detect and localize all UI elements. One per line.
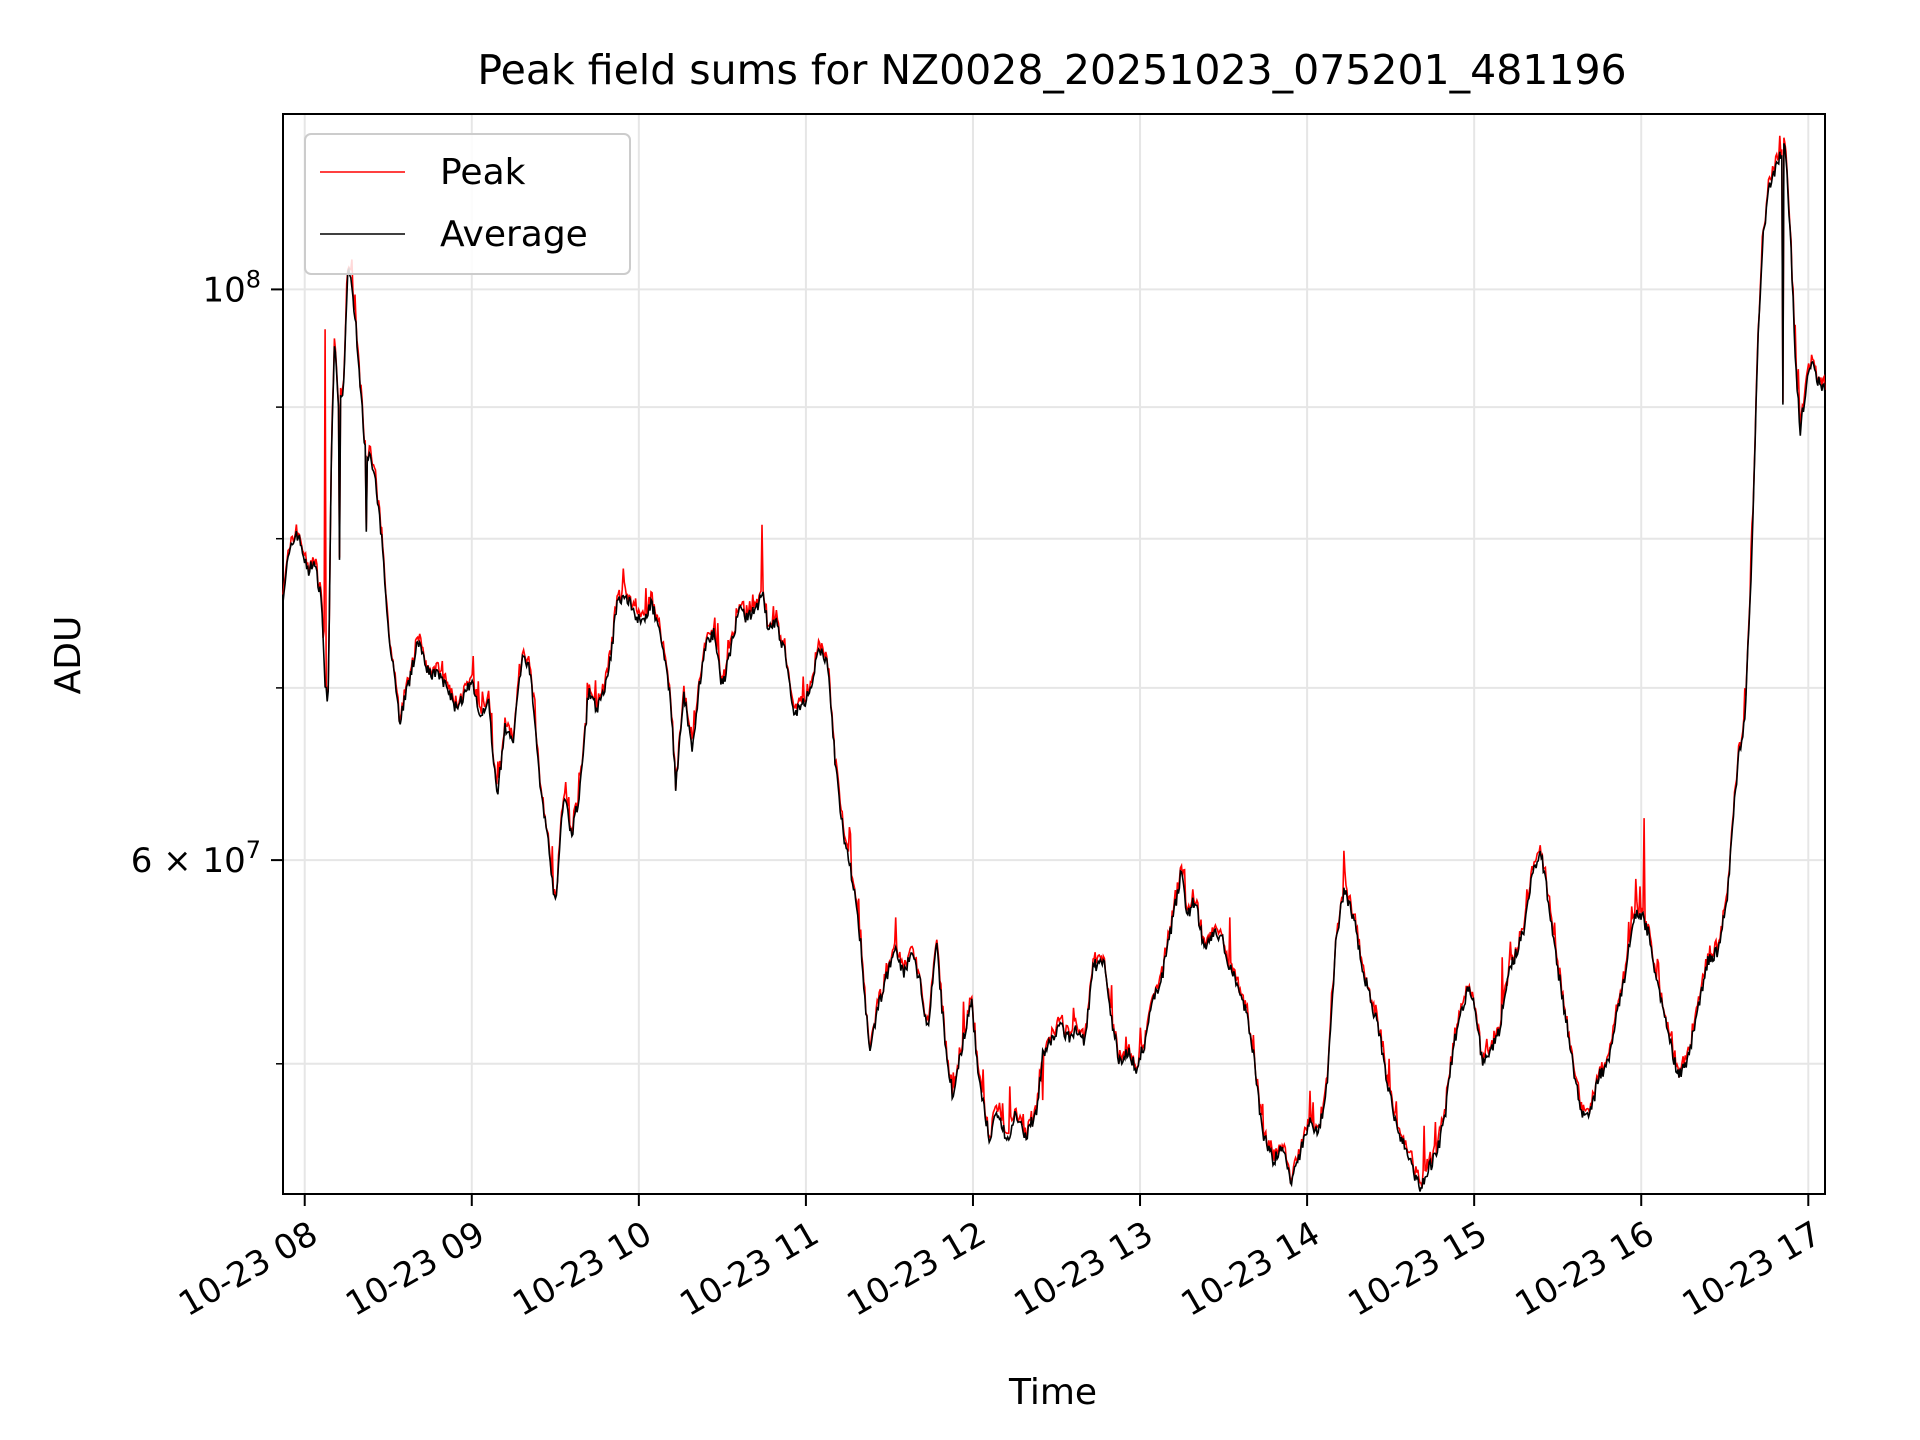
series-lines	[282, 135, 1826, 1192]
legend: Peak Average	[304, 133, 631, 275]
y-axis-label: ADU	[48, 616, 89, 695]
y-tick-base: 10	[202, 270, 245, 310]
y-tick-label: 108	[202, 265, 261, 310]
legend-box	[304, 133, 631, 275]
plot-area	[282, 113, 1826, 1195]
average-series-line	[282, 143, 1826, 1192]
y-tick-exponent: 7	[246, 836, 261, 864]
chart-title: Peak field sums for NZ0028_20251023_0752…	[477, 46, 1626, 94]
grid-lines	[283, 114, 1825, 1194]
legend-peak-label: Peak	[440, 152, 526, 193]
x-axis-label: Time	[1008, 1372, 1097, 1413]
y-tick-exponent: 8	[246, 265, 261, 293]
y-tick-base: 6 × 10	[131, 841, 246, 881]
legend-average-label: Average	[440, 214, 588, 255]
y-tick-label: 6 × 107	[131, 836, 261, 881]
